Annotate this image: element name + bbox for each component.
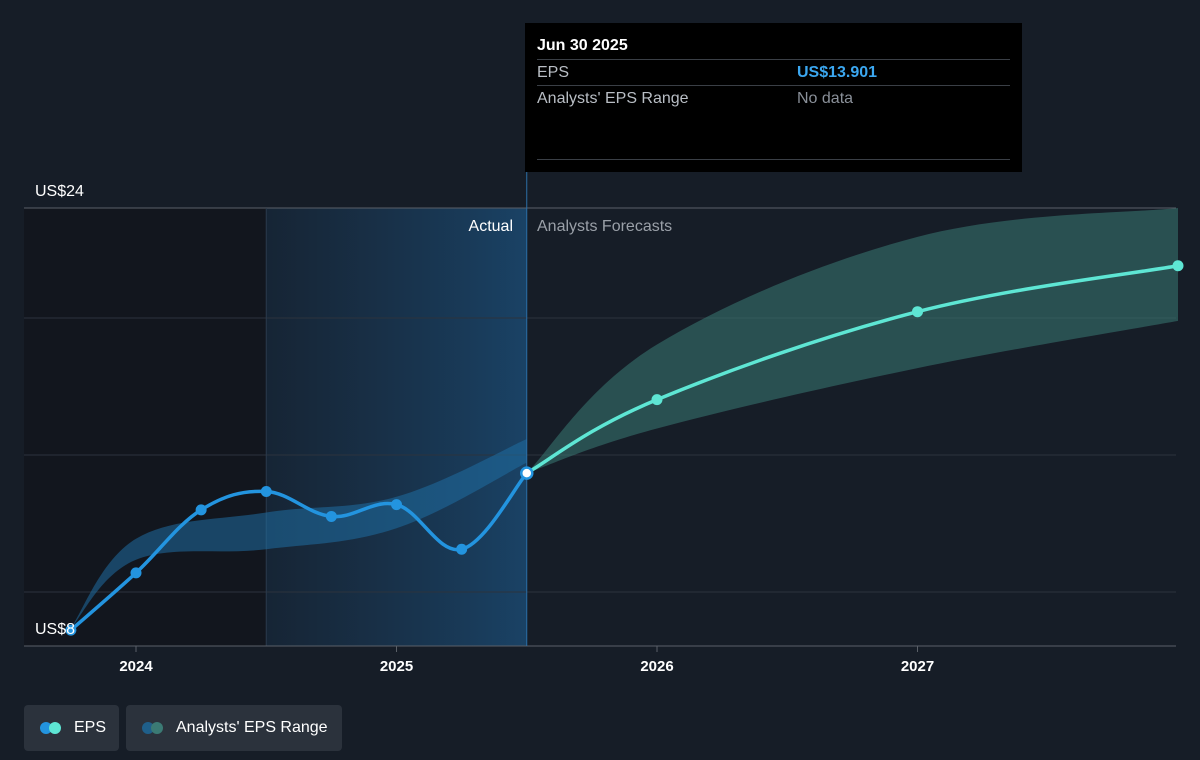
eps-point — [391, 499, 402, 511]
x-tick-label: 2025 — [380, 658, 413, 675]
tooltip-range-row: Analysts' EPS Range No data — [537, 85, 1010, 112]
legend-eps-button[interactable]: EPS — [24, 705, 119, 751]
tooltip-divider — [537, 159, 1010, 160]
x-tick-label: 2024 — [119, 658, 153, 675]
range-bands — [70, 208, 1178, 628]
actual-label: Actual — [469, 218, 513, 235]
x-axis-ticks: 2024 2025 2026 2027 — [119, 646, 934, 675]
eps-point — [651, 394, 663, 406]
tooltip: Jun 30 2025 EPS US$13.901 Analysts' EPS … — [525, 23, 1022, 172]
legend-range-label: Analysts' EPS Range — [176, 719, 328, 736]
gridlines — [24, 207, 1176, 647]
tooltip-eps-label: EPS — [537, 64, 570, 81]
tooltip-date: Jun 30 2025 — [537, 37, 628, 54]
x-tick-label: 2026 — [640, 658, 673, 675]
eps-point — [260, 486, 272, 497]
eps-point — [65, 624, 77, 636]
eps-line-forecast — [525, 264, 1180, 475]
eps-point — [912, 306, 923, 318]
y-tick-label-top: US$24 — [35, 183, 84, 200]
range-legend-icon — [142, 722, 166, 734]
range-band-forecast — [526, 208, 1178, 474]
x-tick-label: 2027 — [901, 658, 934, 675]
eps-point — [520, 466, 534, 480]
eps-point — [1172, 260, 1184, 272]
selected-period-highlight — [266, 208, 527, 646]
legend-eps-label: EPS — [74, 719, 107, 736]
eps-point — [325, 510, 337, 522]
eps-point — [195, 504, 207, 516]
eps-point — [130, 567, 142, 579]
eps-point — [456, 543, 468, 555]
y-tick-label-bottom: US$8 — [35, 621, 75, 638]
eps-legend-icon — [40, 722, 64, 734]
tooltip-eps-value: US$13.901 — [797, 64, 878, 81]
forecast-label: Analysts Forecasts — [537, 218, 672, 235]
legend-range-button[interactable]: Analysts' EPS Range — [126, 705, 342, 751]
range-band-actual — [70, 439, 527, 628]
tooltip-range-value: No data — [797, 90, 854, 107]
tooltip-eps-row: EPS US$13.901 — [537, 59, 1010, 86]
tooltip-range-label: Analysts' EPS Range — [537, 90, 689, 107]
eps-points — [65, 260, 1184, 636]
